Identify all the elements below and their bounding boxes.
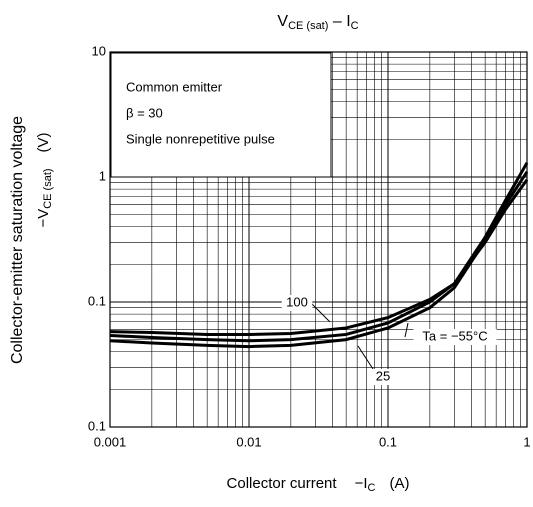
annotation: Common emitter	[126, 79, 223, 94]
plot-frame	[109, 51, 528, 428]
curve-label: 25	[376, 368, 390, 383]
label-bg	[413, 329, 497, 345]
annotation: Single nonrepetitive pulse	[126, 131, 275, 146]
leader-line	[404, 322, 409, 338]
x-tick-label: 0.01	[236, 434, 261, 449]
curve-label: 100	[286, 294, 308, 309]
y-tick-label: 0.1	[88, 418, 106, 433]
y-axis-label: Collector-emitter saturation voltage	[9, 116, 26, 364]
curve	[109, 162, 529, 343]
annotation: β = 30	[126, 105, 163, 120]
y-tick-label: 0.1	[88, 293, 106, 308]
y-axis-label-symbol: −VCE (sat)(V)	[35, 132, 54, 227]
y-tick-label: 1	[99, 168, 106, 183]
leader-line	[357, 345, 374, 370]
label-bg	[281, 295, 313, 311]
label-bg	[371, 369, 395, 385]
condition-box	[110, 52, 332, 178]
x-axis-label: Collector current −IC (A)	[227, 475, 410, 494]
x-tick-label: 0.001	[94, 434, 127, 449]
chart-title: VCE (sat) – IC	[277, 13, 358, 32]
curve	[109, 171, 529, 349]
x-tick-label: 0.1	[379, 434, 397, 449]
curve-label: Ta = −55°C	[422, 328, 487, 343]
y-tick-label: 10	[92, 43, 106, 58]
leader-line	[310, 302, 331, 323]
x-tick-label: 1	[523, 434, 530, 449]
curve	[109, 178, 529, 336]
